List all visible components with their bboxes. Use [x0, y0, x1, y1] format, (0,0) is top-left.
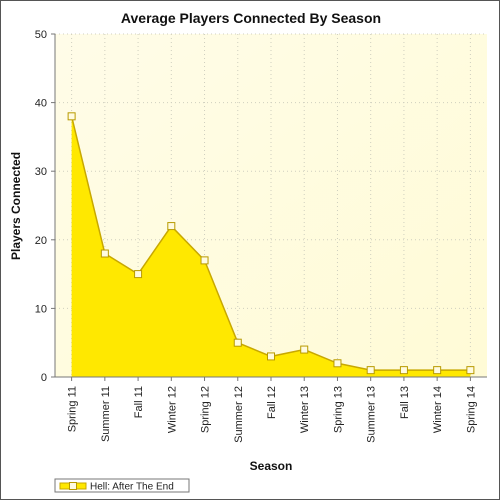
- data-point: [167, 222, 176, 231]
- x-tick-label: Winter 13: [299, 386, 311, 433]
- legend-label: Hell: After The End: [90, 482, 174, 493]
- x-tick-label: Fall 11: [133, 386, 145, 418]
- series-area-fill: [71, 116, 471, 377]
- data-point: [366, 366, 375, 375]
- y-tick-label: 0: [41, 372, 47, 384]
- data-point: [333, 359, 342, 368]
- data-point: [267, 352, 275, 361]
- chart-title: Average Players Connected By Season: [121, 10, 381, 26]
- y-tick-label: 40: [35, 98, 47, 110]
- x-axis-title: Season: [250, 459, 293, 473]
- legend: Hell: After The End: [54, 478, 190, 493]
- y-axis-title: Players Connected: [9, 152, 23, 260]
- y-tick-label: 30: [35, 166, 47, 178]
- data-point: [134, 270, 143, 279]
- series-markers: [67, 112, 475, 375]
- data-point: [433, 366, 442, 375]
- x-tick-label: Fall 12: [266, 386, 278, 419]
- y-tick-label: 50: [35, 29, 47, 41]
- data-point: [200, 256, 209, 265]
- data-point: [300, 345, 309, 354]
- data-point: [233, 338, 242, 347]
- x-tick-label: Spring 14: [465, 386, 477, 433]
- data-point: [466, 366, 475, 375]
- y-tick-label: 10: [35, 303, 47, 315]
- x-ticks: Spring 11 Summer 11 Fall 11 Winter 12 Spring…: [67, 377, 477, 443]
- x-tick-label: Winter 12: [166, 386, 178, 433]
- x-tick-label: Spring 11: [67, 386, 79, 432]
- y-tick-label: 20: [35, 235, 47, 247]
- data-point: [399, 366, 408, 375]
- x-tick-label: Fall 13: [399, 386, 411, 419]
- x-tick-label: Summer 12: [233, 386, 245, 443]
- legend-box: [54, 478, 190, 493]
- legend-marker: [69, 482, 77, 490]
- x-tick-label: Summer 13: [366, 386, 378, 443]
- x-tick-label: Winter 14: [432, 386, 444, 433]
- data-point: [67, 112, 76, 121]
- x-tick-label: Spring 12: [200, 386, 212, 433]
- x-tick-label: Summer 11: [100, 386, 112, 442]
- x-tick-label: Spring 13: [332, 386, 344, 433]
- data-point: [100, 249, 109, 258]
- y-ticks: 0 10 20 30 40 50: [35, 29, 55, 384]
